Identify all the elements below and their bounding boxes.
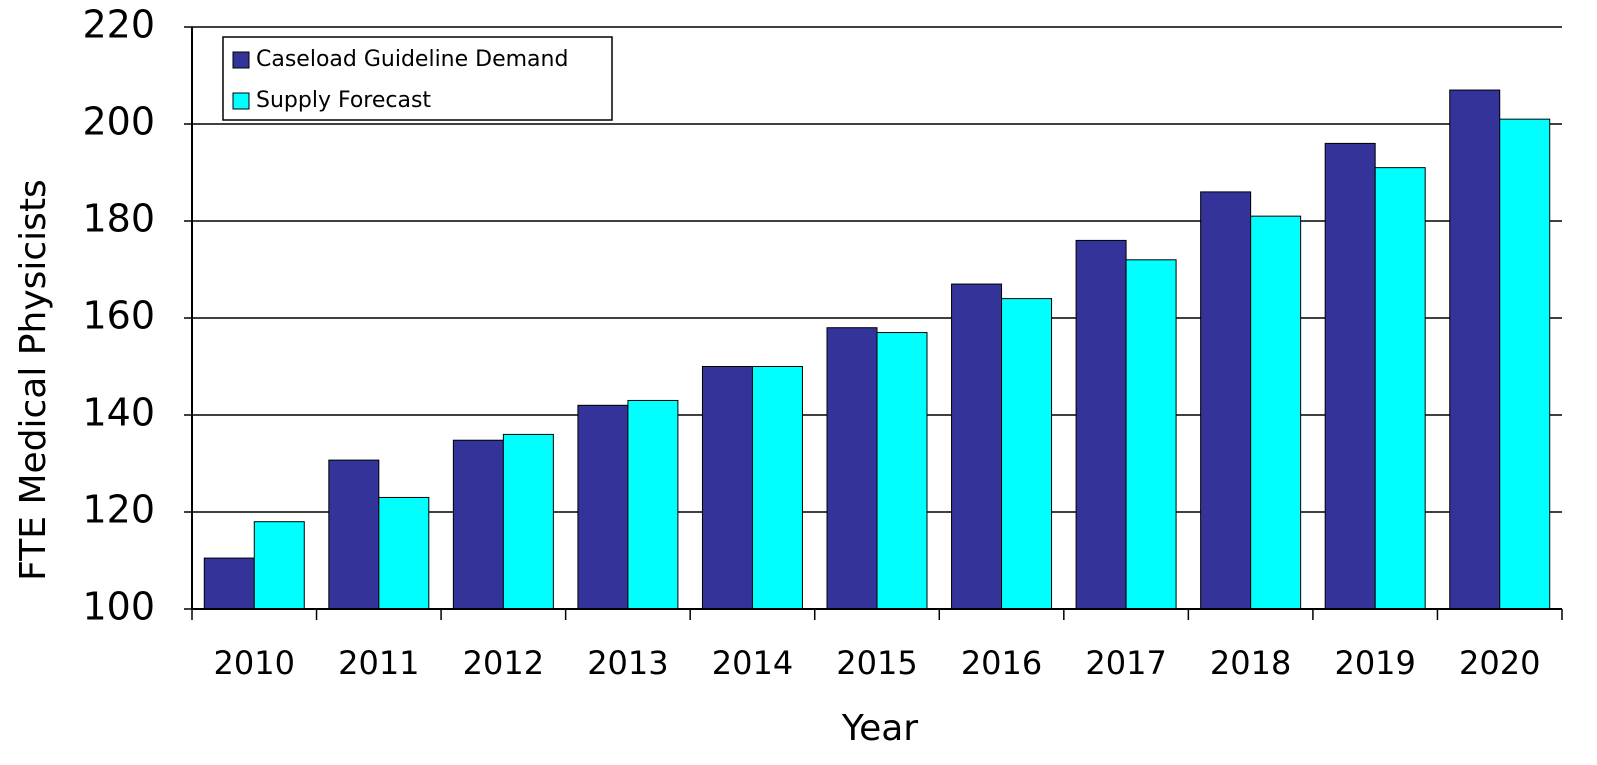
- bar: [1125, 259, 1177, 610]
- x-tick-label: 2011: [338, 644, 419, 682]
- x-axis-title: Year: [841, 708, 918, 749]
- legend-swatch: [232, 92, 250, 110]
- legend-swatch: [232, 51, 250, 69]
- y-tick-label: 220: [82, 3, 155, 47]
- x-tick-label: 2012: [463, 644, 544, 682]
- bar: [876, 332, 928, 610]
- bar: [328, 459, 380, 610]
- y-axis-title: FTE Medical Physicists: [13, 179, 54, 581]
- y-tick-label: 100: [82, 585, 155, 629]
- bar: [378, 496, 430, 610]
- bar: [627, 399, 679, 610]
- y-tick-label: 120: [82, 488, 155, 532]
- bar: [826, 327, 878, 610]
- bar: [1499, 118, 1551, 610]
- x-tick-label: 2015: [836, 644, 917, 682]
- legend-label: Caseload Guideline Demand: [256, 47, 568, 72]
- bar: [502, 433, 554, 610]
- bar: [701, 366, 753, 610]
- x-tick-label: 2013: [587, 644, 668, 682]
- bar: [253, 521, 305, 610]
- bar: [1374, 167, 1426, 610]
- bar: [1250, 215, 1302, 610]
- bar: [203, 557, 255, 610]
- x-tick-label: 2014: [712, 644, 793, 682]
- bar: [1200, 191, 1252, 610]
- y-tick-label: 160: [82, 294, 155, 338]
- bar: [1001, 298, 1053, 610]
- x-tick-label: 2019: [1334, 644, 1415, 682]
- bar: [1324, 142, 1376, 610]
- bar: [577, 404, 629, 610]
- x-tick-label: 2010: [214, 644, 295, 682]
- y-tick-label: 180: [82, 197, 155, 241]
- bar: [951, 283, 1003, 610]
- x-tick-label: 2017: [1085, 644, 1166, 682]
- x-tick-label: 2018: [1210, 644, 1291, 682]
- legend-box: [222, 36, 613, 121]
- x-tick-label: 2016: [961, 644, 1042, 682]
- y-tick-label: 140: [82, 391, 155, 435]
- x-tick-label: 2020: [1459, 644, 1540, 682]
- bar: [1449, 89, 1501, 610]
- bar: [452, 439, 504, 610]
- bar: [751, 366, 803, 610]
- legend-label: Supply Forecast: [256, 88, 431, 113]
- bar: [1075, 239, 1127, 610]
- y-tick-label: 200: [82, 100, 155, 144]
